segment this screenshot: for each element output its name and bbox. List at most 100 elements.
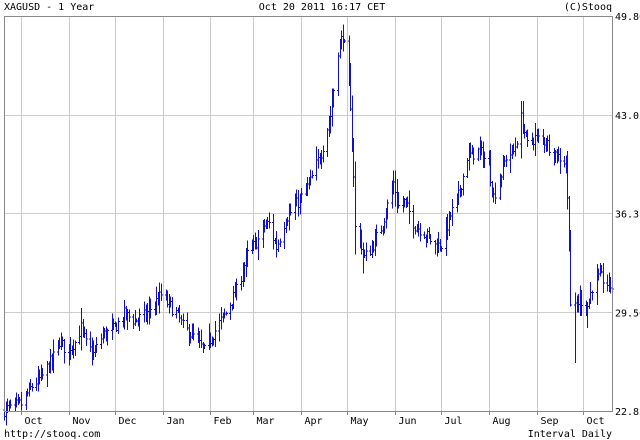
ohlc-bar (337, 52, 340, 97)
x-tick-label: Sep (541, 416, 559, 427)
y-tick-label: 49.80 (615, 12, 640, 23)
x-tick-label: Aug (493, 416, 511, 427)
ohlc-bar (326, 127, 329, 157)
x-tick-label: Jun (399, 416, 417, 427)
ohlc-bar (520, 101, 523, 159)
y-tick-label: 43.05 (615, 111, 640, 122)
ohlc-bar (203, 343, 206, 349)
ohlc-bar (569, 229, 572, 307)
ohlc-bar (85, 328, 88, 347)
ohlc-bar (343, 38, 346, 44)
ohlc-bar (505, 155, 508, 168)
ohlc-bar (311, 170, 314, 179)
ohlc-bar (559, 148, 562, 175)
x-tick-label: Apr (305, 416, 323, 427)
ohlc-bar (149, 298, 152, 319)
ohlc-bar (100, 333, 103, 349)
x-tick-label: Feb (214, 416, 232, 427)
y-axis-labels: 22.82 29.56 36.31 43.05 49.80 (615, 12, 640, 418)
x-tick-label: Mar (257, 416, 275, 427)
ohlc-bar (192, 323, 195, 341)
ohlc-bar (232, 286, 235, 310)
ohlc-bar (412, 205, 415, 239)
ohlc-bar (419, 222, 422, 242)
ohlc-bar (414, 225, 417, 235)
ohlc-bar (225, 311, 228, 316)
ohlc-bar (494, 182, 497, 205)
ohlc-bar (74, 340, 77, 356)
plot-frame (4, 16, 613, 412)
ohlc-bar (289, 203, 292, 216)
ohlc-bar (300, 187, 303, 203)
ohlc-bar (332, 88, 335, 108)
source-url: http://stooq.com (4, 429, 100, 440)
ohlc-bar (272, 213, 275, 250)
ohlc-bar (240, 275, 243, 291)
ohlc-bar (434, 239, 437, 255)
ohlc-bar (591, 290, 594, 301)
y-tick-label: 29.56 (615, 308, 640, 319)
x-tick-label: Jul (445, 416, 463, 427)
ohlc-bar (375, 224, 378, 247)
ohlc-bar (386, 199, 389, 220)
ohlc-bar (509, 143, 512, 174)
ohlc-bar (429, 234, 432, 245)
ohlc-bar (20, 392, 23, 411)
interval-label: Interval Daily (528, 429, 612, 440)
ohlc-bar (342, 24, 345, 52)
ohlc-bar (472, 147, 475, 165)
ohlc-bar (95, 336, 98, 353)
ohlc-bar (462, 173, 465, 196)
x-tick-label: Nov (73, 416, 91, 427)
ohlc-bar (277, 239, 280, 252)
ohlc-bar (89, 331, 92, 352)
ohlc-bar (143, 301, 146, 323)
ohlc-bar (322, 145, 325, 163)
ohlc-bar (128, 309, 131, 322)
x-tick-label: Dec (119, 416, 137, 427)
ohlc-bar (132, 314, 135, 330)
ohlc-bar (516, 140, 519, 149)
ohlc-bar (200, 329, 203, 348)
ohlc-bar (354, 161, 357, 255)
ohlc-bar (214, 321, 217, 348)
ohlc-bar (138, 308, 141, 331)
ohlc-bar (171, 297, 174, 317)
ohlc-bar (9, 399, 12, 409)
ohlc-bar (408, 190, 411, 225)
y-tick-label: 22.82 (615, 407, 640, 418)
ohlc-bar (63, 338, 66, 364)
ohlc-bar (563, 155, 566, 168)
ohlc-bar (52, 339, 55, 374)
ohlc-bar (606, 274, 609, 292)
ohlc-bar (275, 231, 278, 258)
ohlc-bar (394, 170, 397, 207)
x-tick-label: May (351, 416, 369, 427)
x-tick-label: Oct (25, 416, 43, 427)
ohlc-bar (41, 368, 44, 380)
ohlc-bar (440, 246, 443, 252)
ohlc-bar (182, 313, 185, 329)
ohlc-bar (160, 283, 163, 302)
chart-copyright: (C)Stooq (564, 2, 612, 13)
ohlc-bar (235, 278, 238, 301)
ohlc-bar (534, 122, 537, 157)
ohlc-bar (548, 134, 551, 156)
ohlc-bar (380, 225, 383, 235)
x-tick-label: Jan (167, 416, 185, 427)
ohlc-bar (218, 313, 221, 342)
ohlc-bar (315, 146, 318, 181)
ohlc-bar (423, 231, 426, 240)
ohlc-bar (602, 262, 605, 294)
x-axis-labels: Oct Nov Dec Jan Feb Mar Apr May Jun Jul Aug Sep Oct (25, 416, 605, 427)
ohlc-bar (78, 325, 81, 345)
ohlc-bar (483, 151, 486, 168)
x-tick-label: Oct (587, 416, 605, 427)
chart-timestamp: Oct 20 2011 16:17 CET (259, 2, 385, 13)
ohlc-bar (31, 383, 34, 392)
ohlc-bar (537, 128, 540, 143)
ohlc-bar (279, 238, 282, 248)
price-bars (3, 24, 614, 426)
chart-title: XAGUSD - 1 Year (4, 2, 94, 13)
